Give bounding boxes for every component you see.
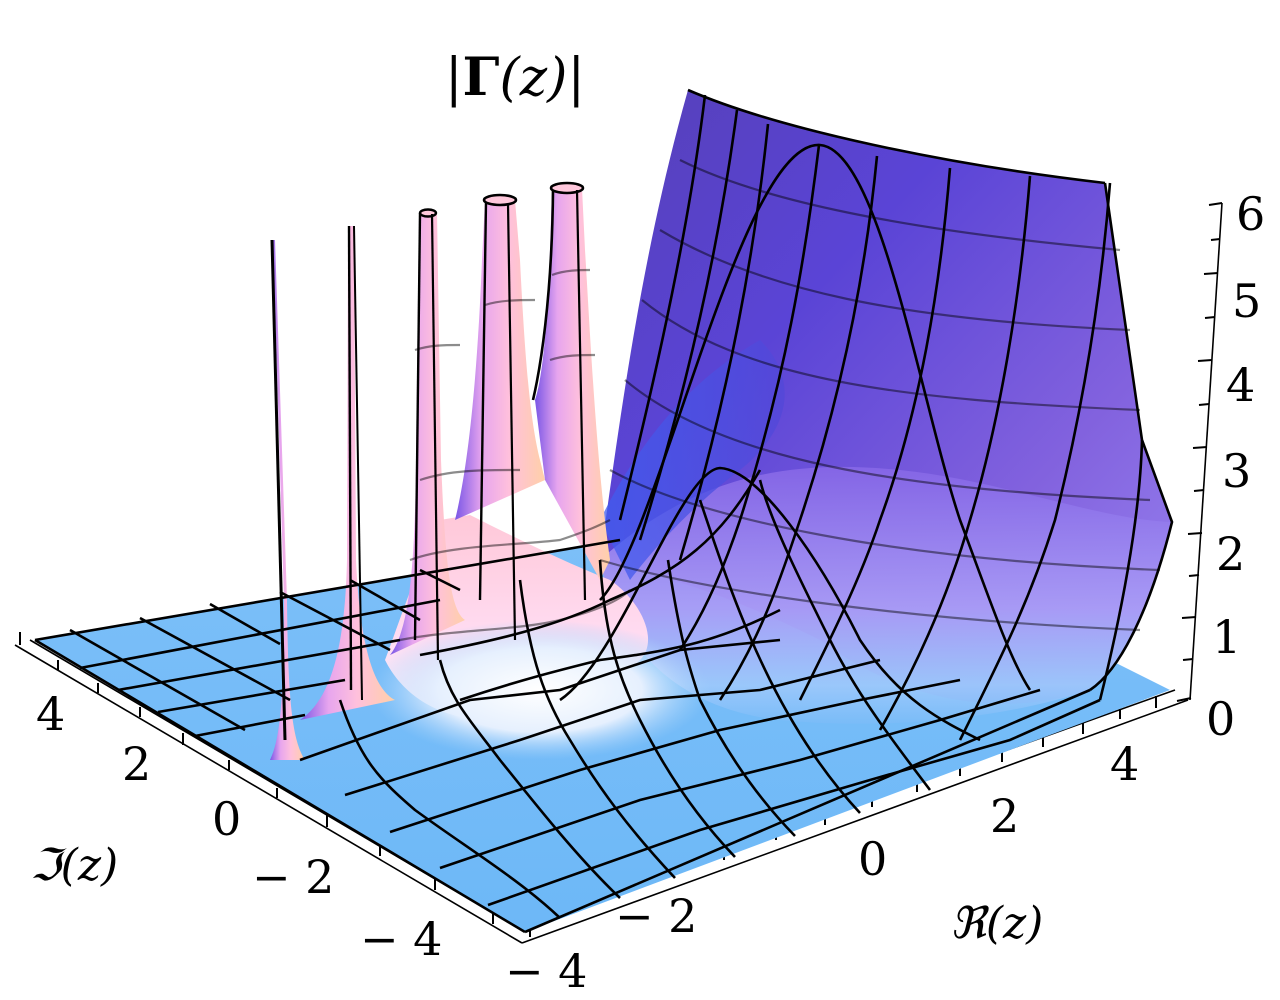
im-axis-label: ℑ(z) (30, 840, 118, 891)
svg-text:|Γ(z)|: |Γ(z)| (445, 47, 585, 108)
title-arg: (z) (499, 48, 567, 108)
surface-edge-right (1089, 182, 1174, 692)
pole-spike-neg1 (455, 200, 545, 520)
im-tick-labels: 4 2 0 − 2 − 4 (36, 687, 442, 966)
title-abs-left: | (445, 48, 463, 108)
title-gamma: Γ (463, 47, 500, 108)
z-axis-ticks (1176, 202, 1223, 702)
re-tick-neg4: − 4 (505, 944, 587, 998)
re-tick-2: 2 (990, 789, 1019, 843)
re-tick-neg2: − 2 (615, 889, 697, 943)
surface-edge-back (687, 88, 1106, 185)
surface-white-glow (370, 620, 710, 760)
mesh-lines (34, 88, 1174, 934)
pole-spikes (270, 181, 610, 760)
title: |Γ(z)| (445, 47, 585, 108)
z-tick-3: 3 (1222, 444, 1251, 498)
pole-spike-0 (535, 188, 610, 580)
im-tick-2: 2 (122, 737, 151, 791)
z-tick-5: 5 (1232, 274, 1261, 328)
surface-edge-left (34, 638, 526, 934)
re-tick-labels: − 4 − 2 0 2 4 (505, 737, 1139, 998)
re-tick-4: 4 (1110, 737, 1139, 791)
ridge-curve-re2 (599, 143, 1032, 691)
title-abs-right: | (567, 48, 585, 108)
z-tick-6: 6 (1236, 187, 1265, 241)
z-tick-4: 4 (1226, 358, 1255, 412)
surface-edge-front (524, 688, 1091, 934)
z-tick-labels: 0 1 2 3 4 5 6 (1206, 187, 1265, 746)
im-tick-0: 0 (212, 792, 241, 846)
z-tick-1: 1 (1212, 610, 1241, 664)
im-axis-ticks (19, 632, 494, 924)
im-tick-neg2: − 2 (252, 850, 334, 904)
re-axis-label: ℜ(z) (950, 898, 1043, 949)
re-tick-0: 0 (858, 832, 887, 886)
im-tick-4: 4 (36, 687, 65, 741)
z-tick-0: 0 (1206, 692, 1235, 746)
ridge-curve-re1 (559, 466, 981, 742)
pole-spike-neg3 (300, 226, 395, 720)
z-tick-2: 2 (1216, 527, 1245, 581)
pole-spike-neg4 (270, 240, 305, 760)
im-tick-neg4: − 4 (360, 912, 442, 966)
pole-spike-neg2 (390, 213, 465, 655)
